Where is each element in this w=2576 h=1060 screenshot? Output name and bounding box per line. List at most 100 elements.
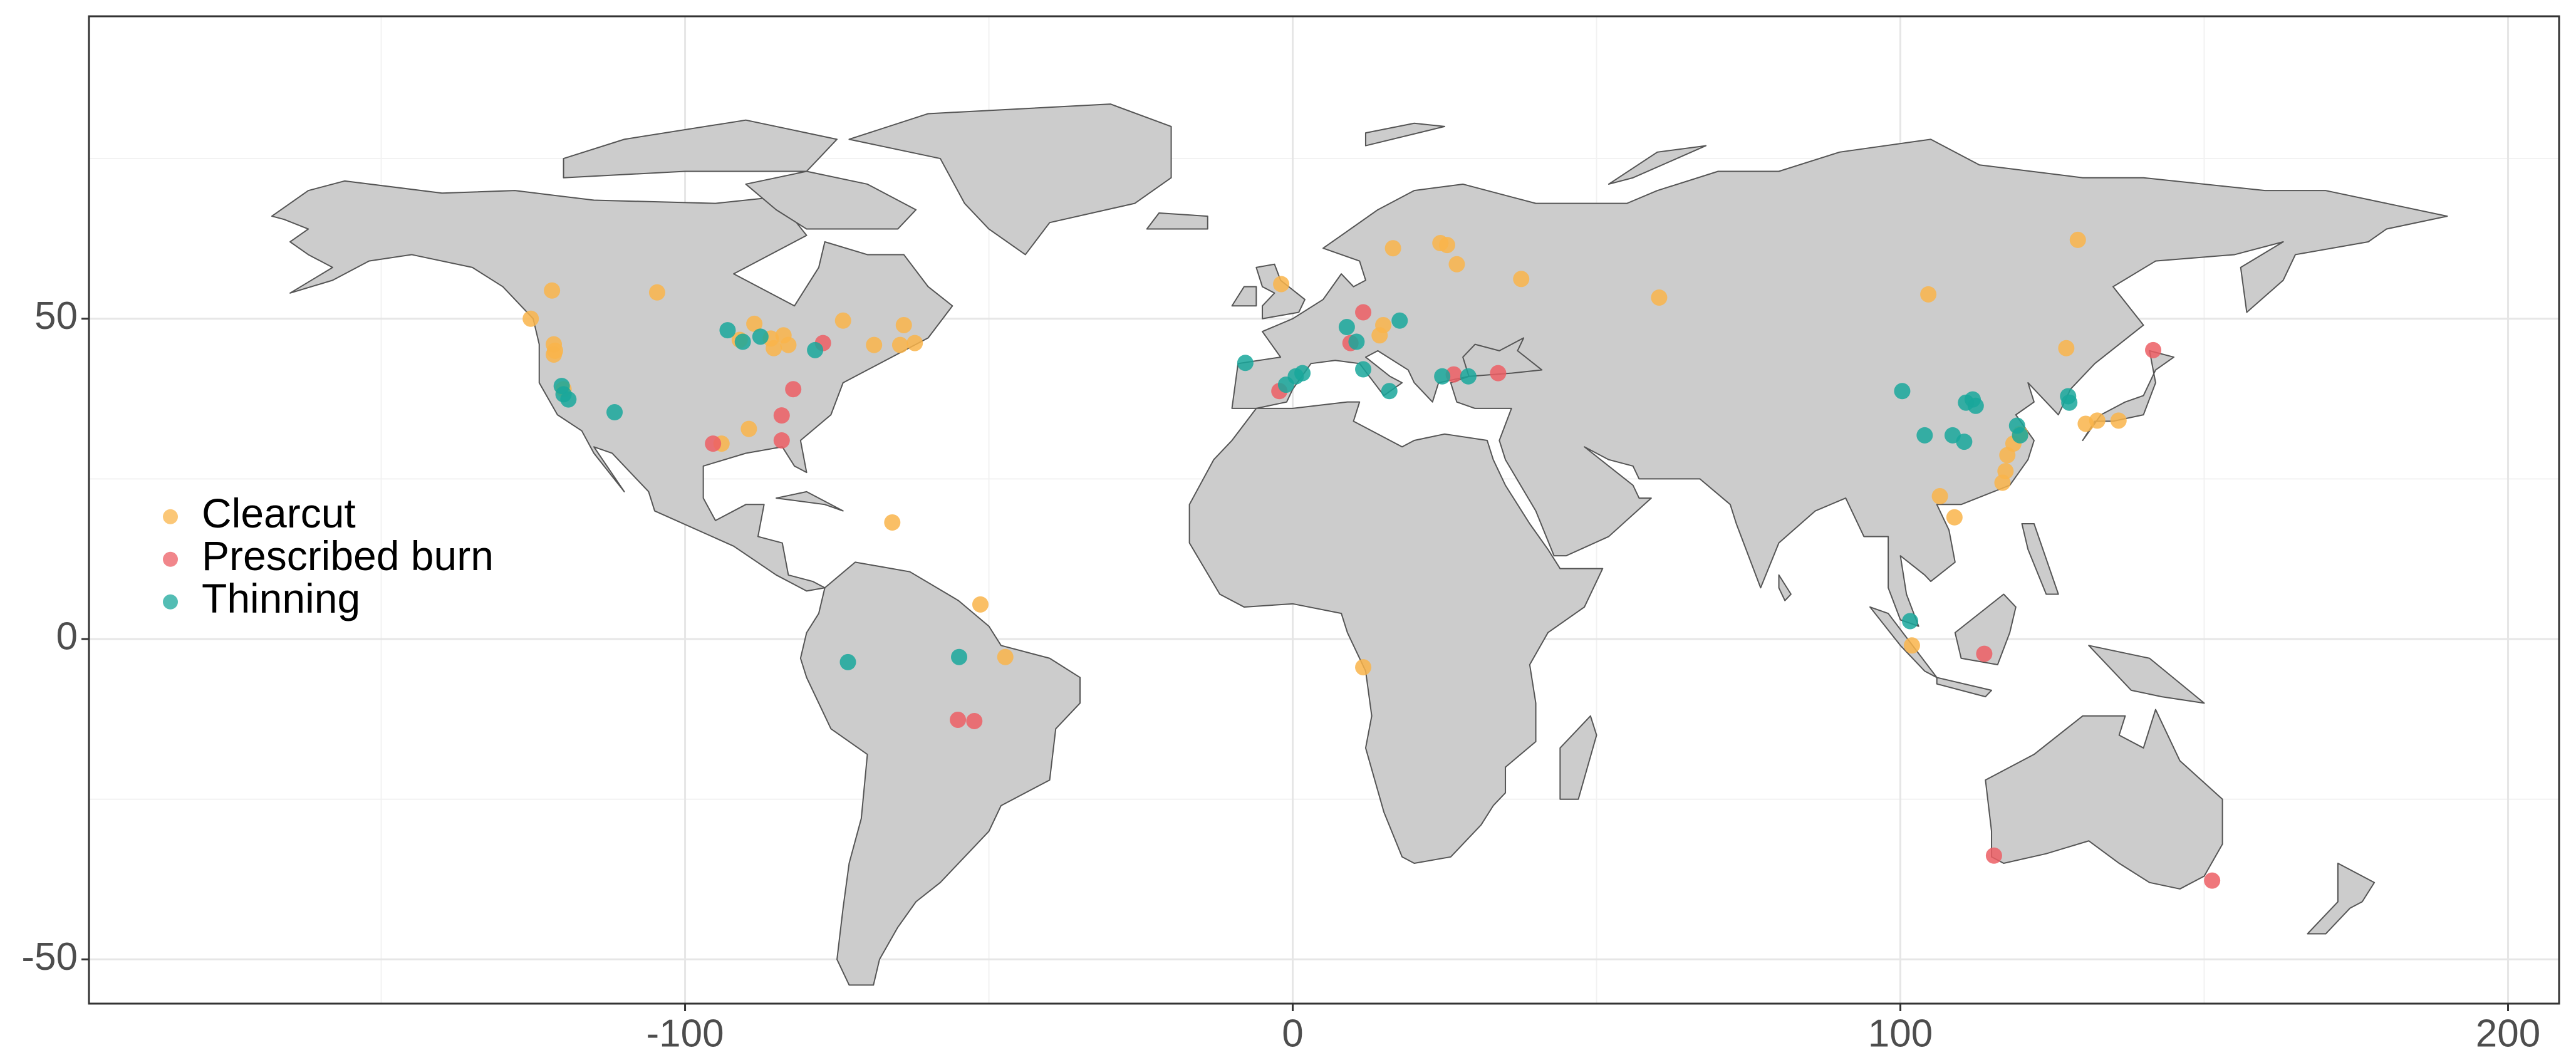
point bbox=[1294, 365, 1311, 382]
land bbox=[1190, 402, 1603, 863]
point bbox=[891, 336, 908, 353]
points bbox=[522, 231, 2221, 889]
land bbox=[1147, 213, 1208, 229]
point bbox=[1916, 427, 1933, 444]
point bbox=[555, 386, 572, 403]
point bbox=[546, 346, 563, 363]
point bbox=[1237, 355, 1254, 372]
point bbox=[1985, 847, 2002, 864]
point bbox=[1434, 368, 1451, 385]
legend-label: Prescribed burn bbox=[202, 533, 494, 579]
panel-border bbox=[88, 15, 2560, 1005]
point bbox=[719, 322, 736, 339]
point bbox=[1976, 645, 1993, 662]
point bbox=[2058, 340, 2075, 356]
x-tick-label: 0 bbox=[1282, 1012, 1303, 1055]
point bbox=[1348, 333, 1365, 350]
x-tick-label: 100 bbox=[1868, 1012, 1933, 1055]
point bbox=[734, 333, 751, 350]
point bbox=[705, 435, 722, 452]
x-tick-label: -100 bbox=[647, 1012, 724, 1055]
land bbox=[2089, 645, 2204, 703]
legend-label: Thinning bbox=[202, 575, 360, 621]
point bbox=[1902, 613, 1919, 630]
point bbox=[1651, 289, 1668, 306]
point bbox=[1994, 474, 2011, 491]
point bbox=[866, 336, 883, 353]
land bbox=[849, 104, 1171, 254]
point bbox=[950, 711, 967, 728]
point bbox=[1375, 316, 1392, 333]
point bbox=[997, 648, 1014, 665]
point bbox=[966, 712, 983, 729]
land bbox=[1779, 575, 1791, 601]
point bbox=[1946, 509, 1963, 526]
point bbox=[1513, 271, 1530, 288]
land bbox=[776, 492, 843, 511]
point bbox=[1355, 361, 1372, 378]
land bbox=[1870, 607, 1937, 677]
land bbox=[564, 120, 837, 178]
point bbox=[1381, 383, 1398, 400]
point bbox=[2061, 394, 2078, 411]
point bbox=[895, 316, 912, 333]
point bbox=[1956, 434, 1973, 450]
point bbox=[740, 420, 757, 437]
x-tick-label: 200 bbox=[2476, 1012, 2540, 1055]
point bbox=[1273, 276, 1290, 293]
point bbox=[773, 432, 790, 449]
land bbox=[1609, 146, 1706, 184]
point bbox=[785, 381, 802, 398]
point bbox=[1920, 286, 1937, 303]
point bbox=[752, 328, 769, 345]
land bbox=[1366, 123, 1445, 146]
point bbox=[2145, 341, 2162, 358]
legend-key bbox=[163, 551, 178, 567]
land bbox=[1937, 677, 1992, 697]
point bbox=[972, 596, 989, 613]
point bbox=[1460, 368, 1477, 385]
point bbox=[2110, 412, 2127, 429]
point bbox=[1355, 304, 1372, 321]
point bbox=[1438, 237, 1455, 254]
point bbox=[839, 653, 856, 670]
point bbox=[1448, 256, 1465, 273]
land bbox=[2307, 863, 2374, 933]
y-tick-label: 50 bbox=[34, 294, 78, 338]
point bbox=[906, 335, 923, 351]
land bbox=[801, 562, 1080, 985]
land bbox=[1232, 139, 2448, 626]
point bbox=[2089, 412, 2106, 429]
point bbox=[1967, 397, 1984, 414]
point bbox=[544, 282, 561, 299]
point bbox=[1490, 365, 1507, 382]
y-tick-label: 0 bbox=[56, 615, 78, 658]
point bbox=[606, 404, 623, 421]
point bbox=[2204, 872, 2221, 889]
axes: -100 0 100 200 -50 0 50 bbox=[21, 294, 2540, 1055]
legend-label: Clearcut bbox=[202, 490, 356, 536]
map-clip bbox=[272, 104, 2448, 985]
point bbox=[1903, 637, 1920, 654]
point bbox=[780, 336, 797, 353]
legend-key bbox=[163, 509, 178, 524]
point bbox=[1391, 312, 1408, 329]
land bbox=[1232, 287, 1257, 306]
land bbox=[2083, 351, 2174, 440]
point bbox=[648, 284, 665, 301]
land bbox=[2022, 524, 2059, 594]
point bbox=[1894, 383, 1911, 400]
point bbox=[834, 312, 851, 329]
point bbox=[951, 648, 968, 665]
point bbox=[773, 407, 790, 424]
point bbox=[807, 341, 824, 358]
land bbox=[746, 171, 917, 229]
point bbox=[522, 310, 539, 327]
point bbox=[1931, 488, 1948, 505]
land bbox=[272, 181, 952, 591]
land bbox=[1985, 710, 2222, 889]
point bbox=[884, 514, 901, 531]
point bbox=[2069, 231, 2086, 248]
